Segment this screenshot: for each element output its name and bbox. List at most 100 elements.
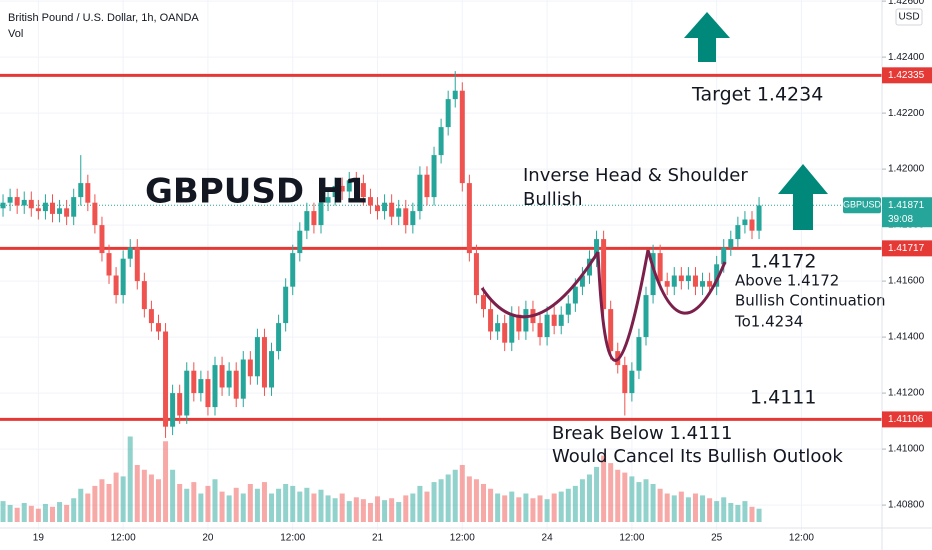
candle-body bbox=[502, 323, 508, 343]
volume-bar bbox=[57, 502, 63, 522]
candle-body bbox=[311, 211, 317, 226]
volume-bar bbox=[283, 484, 289, 522]
currency-box[interactable] bbox=[895, 8, 923, 26]
candle-body bbox=[85, 183, 91, 203]
volume-label: Vol bbox=[8, 28, 23, 40]
candle-body bbox=[410, 211, 416, 226]
annotation-continuation: Above 1.4172 bbox=[735, 272, 839, 290]
volume-bar bbox=[325, 495, 331, 522]
y-tick-label: 1.42200 bbox=[888, 108, 925, 119]
volume-bar bbox=[205, 485, 211, 522]
level-price-box bbox=[882, 411, 932, 428]
candle-body bbox=[749, 219, 755, 231]
candle-body bbox=[565, 303, 571, 315]
candle-body bbox=[622, 365, 628, 394]
volume-bar bbox=[297, 491, 303, 522]
right-shoulder bbox=[646, 249, 727, 315]
candle-body bbox=[544, 314, 550, 338]
volume-bar bbox=[452, 469, 458, 522]
candle-body bbox=[339, 185, 345, 192]
volume-bar bbox=[530, 498, 536, 522]
candle-body bbox=[445, 99, 451, 128]
x-tick-label: 25 bbox=[711, 533, 723, 544]
volume-bar bbox=[85, 493, 91, 522]
candle-body bbox=[650, 253, 656, 296]
level-price-label: 1.42335 bbox=[888, 70, 925, 81]
candle-body bbox=[127, 247, 133, 259]
annotation-continuation: To1.4234 bbox=[734, 313, 803, 331]
volume-bar bbox=[488, 488, 494, 522]
candle-body bbox=[657, 253, 663, 282]
volume-bar bbox=[21, 503, 27, 522]
symbol-label: GBPUSD bbox=[843, 200, 882, 210]
volume-bar bbox=[311, 493, 317, 522]
volume-bar bbox=[0, 501, 6, 522]
candle-body bbox=[148, 309, 154, 324]
candle-body bbox=[516, 314, 522, 332]
candle-body bbox=[728, 239, 734, 248]
candle-body bbox=[247, 359, 253, 377]
volume-bar bbox=[28, 505, 34, 522]
volume-bar bbox=[685, 497, 691, 522]
volume-bar bbox=[636, 482, 642, 522]
volume-bar bbox=[155, 479, 161, 522]
y-tick-label: 1.42600 bbox=[888, 0, 925, 7]
level-price-label: 1.41717 bbox=[888, 243, 925, 254]
candle-body bbox=[459, 90, 465, 184]
volume-bar bbox=[226, 495, 232, 522]
candle-body bbox=[636, 337, 642, 371]
volume-bar bbox=[304, 487, 310, 522]
candle-body bbox=[332, 185, 338, 198]
volume-bar bbox=[170, 469, 176, 522]
pattern-curves bbox=[480, 249, 727, 362]
x-tick-label: 21 bbox=[372, 533, 384, 544]
volume-bar bbox=[318, 489, 324, 522]
candle-body bbox=[353, 180, 359, 184]
volume-bar bbox=[191, 482, 197, 522]
candle-body bbox=[106, 253, 112, 276]
annotation-cancel: Break Below 1.4111 bbox=[552, 423, 732, 444]
candle-body bbox=[375, 205, 381, 212]
volume-bar bbox=[403, 495, 409, 522]
annotation-continuation: Bullish Continuation bbox=[735, 292, 886, 310]
volume-bar bbox=[71, 498, 77, 522]
volume-bar bbox=[382, 500, 388, 522]
chart-title: British Pound / U.S. Dollar, 1h, OANDA bbox=[8, 12, 199, 24]
candle-body bbox=[509, 314, 515, 343]
volume-bar bbox=[290, 485, 296, 522]
last-price-label: 1.41871 bbox=[888, 200, 925, 211]
level-price-label: 1.41106 bbox=[888, 414, 924, 425]
volume-bar bbox=[49, 506, 55, 522]
volume-bar bbox=[219, 491, 225, 522]
volume-bar bbox=[367, 503, 373, 522]
volume-bar bbox=[198, 493, 204, 522]
candle-body bbox=[735, 225, 741, 240]
candle-body bbox=[452, 90, 458, 100]
x-tick-label: 19 bbox=[33, 533, 45, 544]
candle-body bbox=[488, 309, 494, 332]
candle-body bbox=[473, 253, 479, 296]
candle-body bbox=[671, 275, 677, 287]
volume-bar bbox=[565, 488, 571, 522]
x-tick-label: 12:00 bbox=[450, 533, 475, 544]
volume-bar bbox=[544, 499, 550, 522]
volume-bar bbox=[650, 484, 656, 522]
candle-body bbox=[120, 258, 126, 296]
volume-bar bbox=[254, 488, 260, 522]
annotation-heading: GBPUSD H1 bbox=[145, 172, 368, 212]
candle-body bbox=[389, 202, 395, 217]
candle-body bbox=[579, 275, 585, 287]
x-tick-label: 12:00 bbox=[280, 533, 305, 544]
candle-body bbox=[685, 275, 691, 282]
candle-body bbox=[714, 264, 720, 287]
volume-bar bbox=[212, 479, 218, 522]
candle-body bbox=[177, 393, 183, 416]
candle-body bbox=[155, 323, 161, 332]
volume-bar bbox=[502, 495, 508, 522]
volume-bar bbox=[466, 476, 472, 522]
candle-body bbox=[572, 286, 578, 304]
x-tick-label: 12:00 bbox=[619, 533, 644, 544]
volume-bar bbox=[480, 484, 486, 522]
volume-bar bbox=[558, 491, 564, 522]
